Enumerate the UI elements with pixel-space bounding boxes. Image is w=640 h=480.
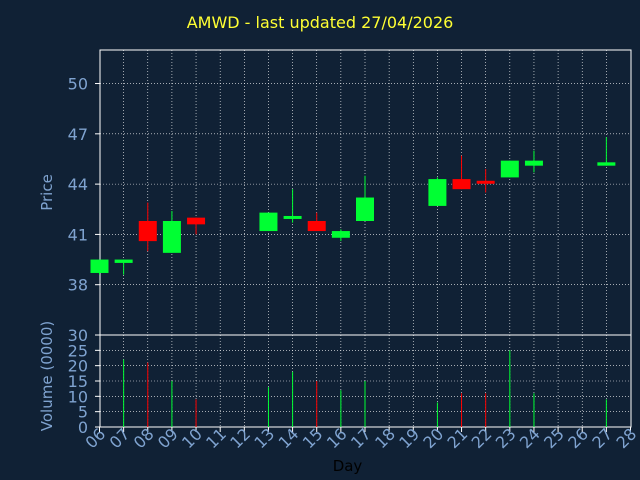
volume-axis-label: Volume (0000) [38, 321, 56, 431]
price-axis-label: Price [38, 174, 56, 211]
volume-y-tick-label: 20 [68, 357, 88, 376]
chart-title: AMWD - last updated 27/04/2026 [186, 13, 454, 32]
candle-body [356, 197, 374, 221]
price-y-tick-label: 38 [68, 276, 88, 295]
volume-y-tick-label: 10 [68, 387, 88, 406]
volume-y-tick-label: 0 [78, 418, 88, 437]
volume-y-tick-label: 25 [68, 341, 88, 360]
candle-body [476, 180, 495, 184]
candle-body [500, 160, 519, 178]
price-y-tick-label: 41 [68, 225, 88, 244]
candle-body [114, 259, 133, 263]
x-axis: 0607080910111213141516171819202122232425… [81, 424, 640, 475]
candle-body [90, 259, 109, 273]
candle-body [259, 212, 278, 232]
price-panel: 38 41 44 47 50 Price [38, 49, 632, 336]
candle-body [452, 179, 471, 190]
candle-body [428, 179, 447, 206]
candle-body [307, 221, 326, 232]
volume-y-tick-label: 15 [68, 372, 88, 391]
price-y-tick-label: 44 [68, 175, 88, 194]
candle-body [187, 217, 206, 225]
volume-y-tick-label: 30 [68, 326, 88, 345]
candle-body [138, 221, 157, 242]
x-axis-label: Day [333, 457, 363, 475]
candle-body [331, 231, 350, 238]
candle-body [524, 160, 543, 166]
candle-body [283, 215, 302, 219]
candle-body [162, 221, 181, 253]
price-y-tick-label: 50 [68, 75, 88, 94]
x-tick-label: 28 [612, 424, 640, 452]
candle-body [597, 162, 616, 166]
volume-y-tick-label: 5 [78, 403, 88, 422]
price-y-tick-label: 47 [68, 125, 88, 144]
